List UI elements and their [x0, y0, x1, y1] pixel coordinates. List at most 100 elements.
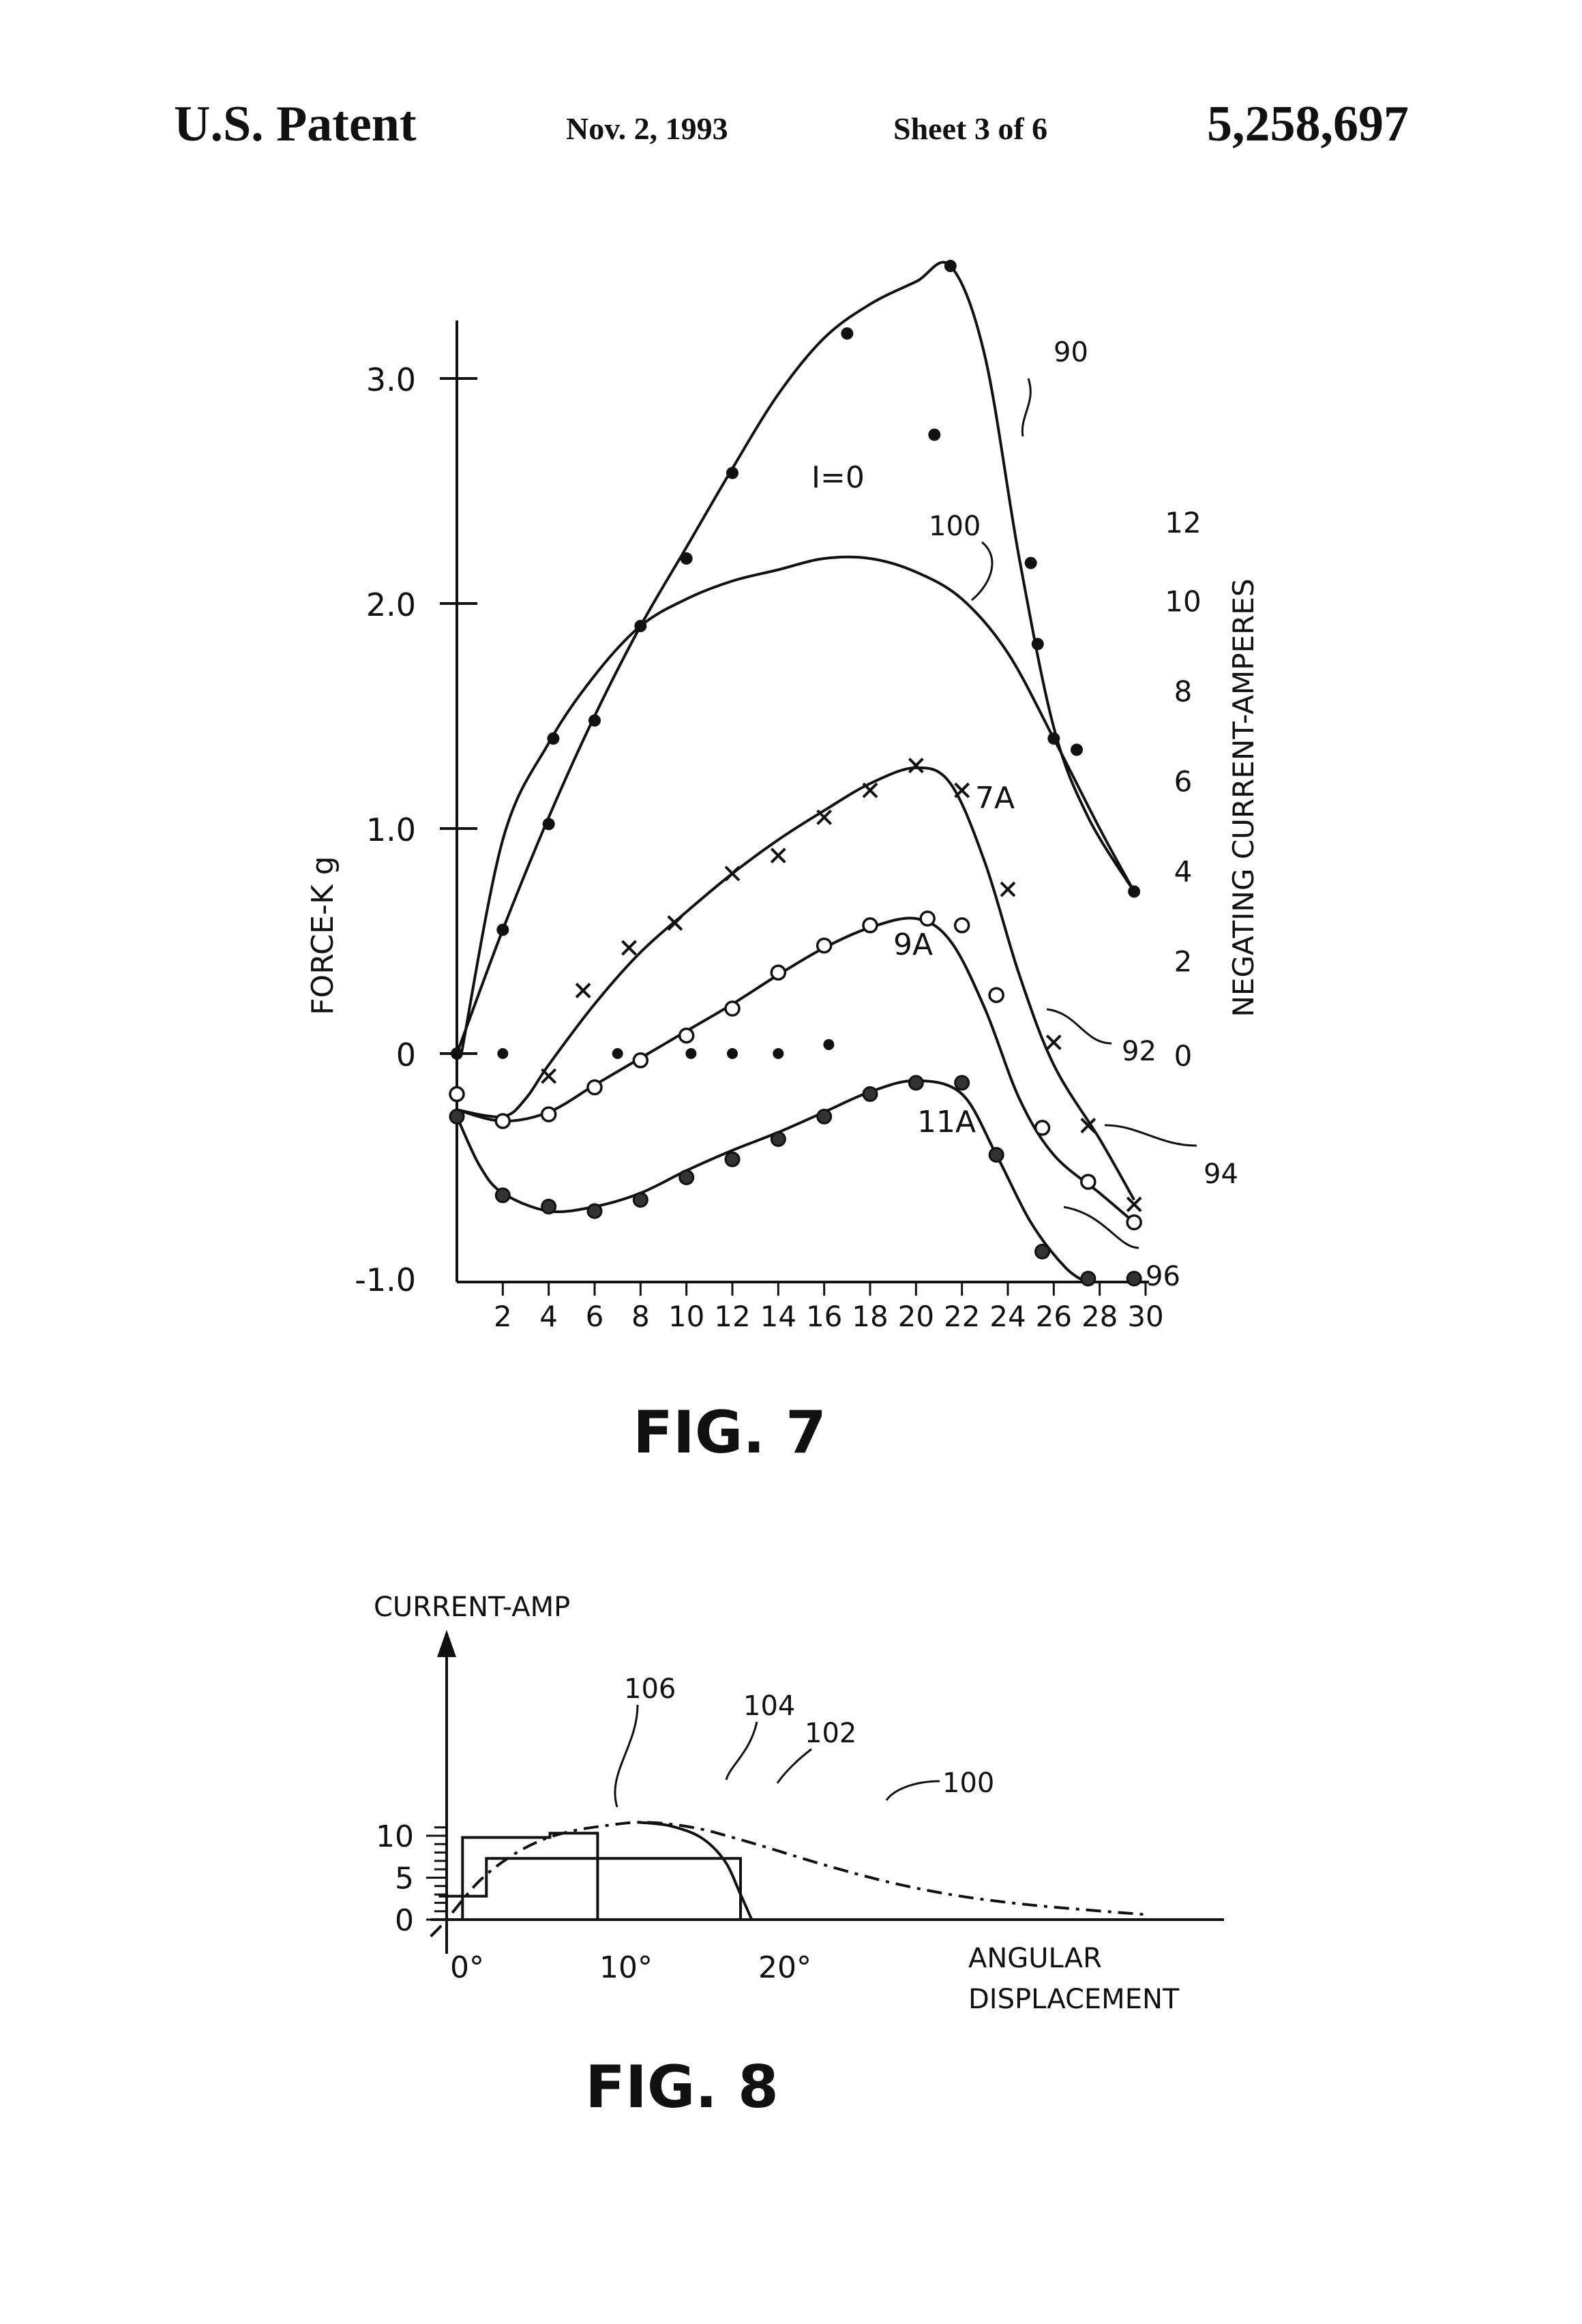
right-tick-label: 2: [1174, 944, 1193, 978]
data-point: [823, 1039, 834, 1050]
x-tick-label: 12: [714, 1300, 750, 1333]
y-axis-label: CURRENT-AMP: [374, 1592, 570, 1623]
data-point: [681, 552, 693, 565]
y-tick-label: -1.0: [355, 1262, 416, 1298]
x-tick-label: 26: [1036, 1300, 1072, 1333]
data-point: [612, 1048, 623, 1059]
data-point: [685, 1048, 696, 1059]
reference-label: 94: [1204, 1159, 1238, 1190]
data-point: [1127, 1216, 1141, 1230]
figure-title: FIG. 8: [585, 2053, 779, 2121]
data-point: [773, 1048, 783, 1059]
curve-i0: [457, 262, 1134, 1054]
data-point: [588, 715, 601, 727]
right-tick-label: 10: [1165, 584, 1201, 618]
data-point: [818, 1109, 831, 1123]
y-tick-label: 10: [376, 1819, 414, 1854]
reference-label: 90: [1054, 337, 1088, 368]
data-point: [955, 919, 969, 932]
data-point: [1036, 1245, 1049, 1258]
data-point: [841, 327, 853, 340]
data-point: [726, 1152, 739, 1166]
reference-label: 100: [942, 1768, 994, 1799]
data-point: [1025, 557, 1037, 569]
y-axis-label: FORCE-K g: [305, 856, 340, 1015]
reference-label: 96: [1146, 1261, 1180, 1292]
x-tick-label: 6: [586, 1300, 604, 1333]
figure-title: FIG. 7: [633, 1399, 826, 1467]
data-point: [863, 784, 877, 797]
reference-label: 92: [1122, 1036, 1156, 1067]
reference-label: I=0: [811, 460, 865, 495]
x-tick-label: 2: [494, 1300, 512, 1333]
x-tick-label: 10°: [599, 1950, 653, 1985]
data-point: [633, 1193, 647, 1207]
data-point: [542, 1200, 556, 1213]
data-point: [771, 849, 785, 863]
reference-label: 11A: [917, 1105, 976, 1139]
data-point: [496, 1114, 509, 1128]
data-point: [576, 984, 590, 998]
data-point: [771, 1132, 785, 1146]
data-point: [726, 1002, 739, 1015]
data-point: [955, 1076, 969, 1090]
right-tick-label: 4: [1174, 854, 1193, 888]
right-tick-label: 6: [1174, 764, 1193, 798]
x-axis-label: DISPLACEMENT: [968, 1984, 1180, 2015]
x-tick-label: 16: [806, 1300, 842, 1333]
leader-line: [972, 542, 992, 600]
data-point: [680, 1171, 693, 1185]
y-tick-label: 2.0: [366, 586, 416, 623]
leader-line: [777, 1749, 811, 1783]
data-point: [1081, 1175, 1095, 1189]
data-point: [863, 1087, 877, 1101]
y-axis-arrow: [437, 1630, 456, 1657]
x-tick-label: 18: [852, 1300, 888, 1333]
reference-label: 100: [929, 511, 981, 542]
data-point: [1081, 1272, 1095, 1285]
x-axis-label: ANGULAR: [968, 1943, 1102, 1974]
x-tick-label: 28: [1081, 1300, 1118, 1333]
data-point: [818, 811, 831, 824]
data-point: [668, 917, 682, 930]
data-point: [1071, 744, 1083, 756]
right-tick-label: 12: [1165, 506, 1201, 539]
fig7-chart: -1.001.02.03.024681012141618202224262830…: [305, 260, 1260, 1467]
data-point: [989, 1148, 1003, 1162]
x-tick-label: 20°: [758, 1950, 811, 1985]
leader-line: [1022, 378, 1030, 436]
x-tick-label: 14: [760, 1300, 796, 1333]
curve-7a: [457, 768, 1134, 1200]
data-point: [863, 919, 877, 932]
data-point: [1032, 638, 1044, 650]
leader-line: [886, 1781, 940, 1800]
data-point: [680, 1029, 693, 1043]
reference-label: 102: [805, 1718, 856, 1749]
data-point: [588, 1204, 601, 1218]
data-point: [909, 759, 923, 773]
data-point: [726, 867, 739, 880]
leader-line: [615, 1705, 638, 1807]
reference-label: 104: [743, 1690, 795, 1722]
data-point: [542, 1107, 556, 1121]
x-tick-label: 4: [539, 1300, 558, 1333]
data-point: [727, 1048, 738, 1059]
fig8-chart: 05100°10°20°CURRENT-AMPANGULARDISPLACEME…: [374, 1592, 1224, 2121]
reference-label: 9A: [893, 927, 933, 962]
data-point: [1001, 882, 1015, 896]
data-point: [1047, 1036, 1060, 1049]
y-tick-label: 1.0: [366, 811, 416, 848]
x-tick-label: 20: [898, 1300, 934, 1333]
x-tick-label: 10: [668, 1300, 704, 1333]
x-tick-label: 30: [1127, 1300, 1163, 1333]
data-point: [989, 988, 1003, 1002]
right-tick-label: 8: [1174, 674, 1193, 708]
data-point: [543, 818, 555, 830]
data-point: [726, 467, 738, 479]
right-axis-label: NEGATING CURRENT-AMPERES: [1227, 579, 1260, 1017]
y-tick-label: 0: [395, 1903, 414, 1938]
data-point: [497, 1048, 508, 1059]
right-tick-label: 0: [1174, 1039, 1193, 1073]
data-point: [450, 1109, 464, 1123]
